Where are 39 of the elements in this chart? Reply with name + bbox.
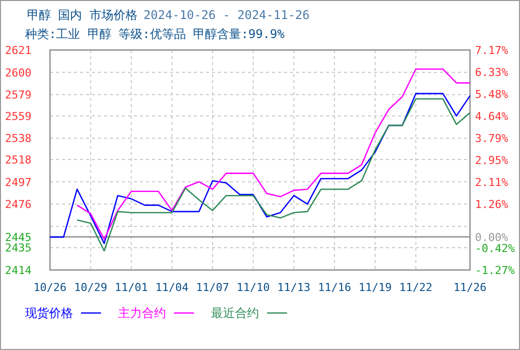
y-tick-label: 2559 — [5, 110, 32, 123]
x-tick-label: 11/04 — [155, 281, 189, 294]
y-tick-label: 2600 — [5, 66, 32, 80]
x-tick-label: 11/01 — [114, 281, 148, 294]
y2-tick-label: 2.11% — [475, 176, 508, 189]
y-tick-label: 2476 — [5, 198, 32, 212]
legend-label: 主力合约 — [118, 306, 166, 320]
y2-tick-label: 2.95% — [475, 154, 508, 167]
x-tick-label: 11/22 — [399, 281, 432, 294]
y2-tick-label: -0.42% — [475, 242, 516, 255]
legend-label: 最近合约 — [211, 306, 259, 320]
y-tick-label: 2538 — [5, 132, 32, 146]
y2-tick-label: 7.17% — [475, 44, 508, 57]
legend-label: 现货价格 — [25, 306, 73, 320]
y-tick-label: 2435 — [5, 242, 32, 255]
chart-title: 甲醇 国内 市场价格 — [27, 8, 138, 22]
x-tick-label: 10/29 — [74, 281, 108, 294]
x-tick-label: 11/10 — [236, 281, 270, 294]
y-tick-label: 2414 — [5, 264, 32, 277]
x-tick-label: 11/13 — [277, 281, 310, 294]
y-tick-label: 2497 — [5, 176, 32, 189]
y2-tick-label: 0.00% — [475, 230, 508, 244]
y2-tick-label: 3.79% — [475, 132, 508, 146]
x-tick-label: 10/26 — [33, 281, 67, 294]
text: 种类:工业 甲醇 等级:优等品 甲醇含量:99.9% — [25, 27, 286, 41]
y2-tick-label: 1.26% — [475, 198, 508, 212]
chart-subtitle: 2024-10-26 - 2024-11-26 — [143, 8, 310, 22]
x-tick-label: 11/19 — [358, 281, 392, 294]
y2-tick-label: -1.27% — [475, 264, 516, 277]
y2-tick-label: 6.33% — [475, 66, 508, 79]
y2-tick-label: 4.64% — [475, 110, 508, 123]
x-tick-label: 11/26 — [453, 281, 487, 294]
y-tick-label: 2445 — [5, 231, 32, 244]
y-tick-label: 2579 — [5, 88, 32, 102]
x-tick-label: 11/16 — [318, 281, 352, 294]
y-tick-label: 2518 — [5, 153, 32, 166]
y-tick-label: 2621 — [5, 44, 32, 57]
y2-tick-label: 5.48% — [475, 88, 508, 102]
x-tick-label: 11/07 — [196, 281, 230, 294]
